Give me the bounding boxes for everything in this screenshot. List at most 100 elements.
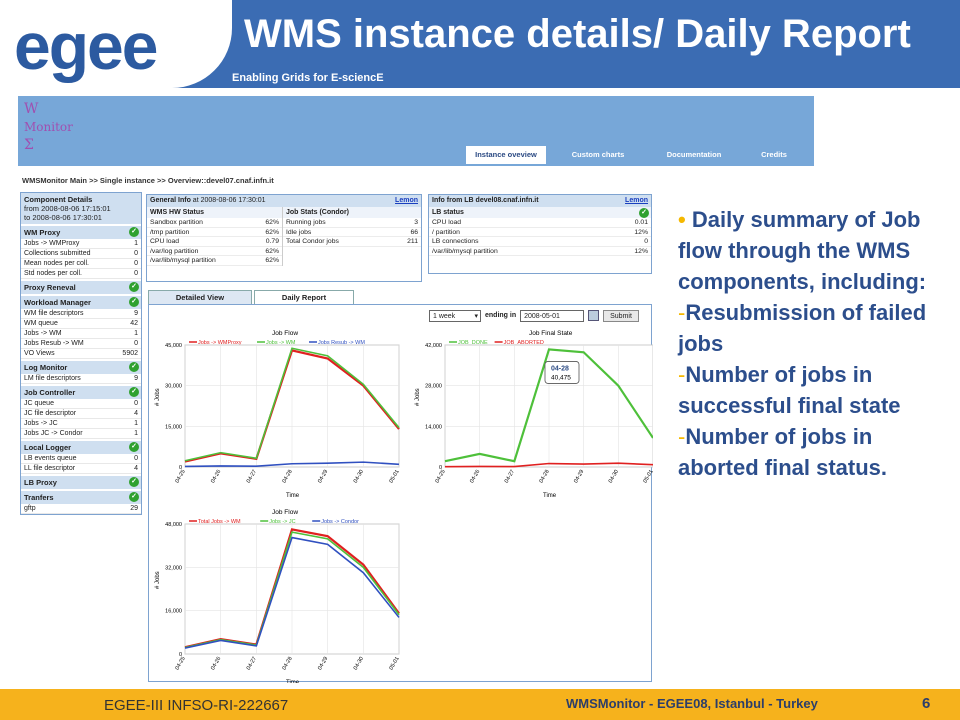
y-tick-label: 0 bbox=[179, 652, 182, 658]
y-tick-label: 32,000 bbox=[165, 565, 182, 571]
y-axis-label: # Jobs bbox=[415, 388, 421, 406]
series-line bbox=[184, 531, 400, 649]
component-section: Workload Manager ✓ WM file descriptors 9 WM … bbox=[21, 294, 141, 359]
component-row-label: LM file descriptors bbox=[24, 375, 81, 382]
legend-label: JOB_ABORTED bbox=[504, 340, 544, 346]
wms-hw-status-title: WMS HW Status bbox=[147, 207, 282, 218]
info-value: 62% bbox=[265, 247, 279, 255]
lemon-link[interactable]: Lemon bbox=[395, 197, 418, 204]
legend-label: Jobs -> Condor bbox=[321, 519, 359, 525]
component-row-value: 0 bbox=[134, 270, 138, 277]
component-row-value: 1 bbox=[134, 420, 138, 427]
component-row-value: 9 bbox=[134, 375, 138, 382]
nav-custom-charts[interactable]: Custom charts bbox=[571, 150, 625, 159]
component-row-label: LL file descriptor bbox=[24, 465, 76, 472]
component-row: LL file descriptor 4 bbox=[21, 464, 141, 474]
breadcrumb[interactable]: WMSMonitor Main >> Single instance >> Ov… bbox=[22, 176, 274, 185]
footer-event: WMSMonitor - EGEE08, Istanbul - Turkey bbox=[566, 696, 818, 711]
component-section-header: LB Proxy ✓ bbox=[21, 476, 141, 489]
info-value: 62% bbox=[265, 228, 279, 236]
component-row-value: 9 bbox=[134, 310, 138, 317]
component-row: LM file descriptors 9 bbox=[21, 374, 141, 384]
check-icon: ✓ bbox=[129, 297, 139, 307]
component-row-label: VO Views bbox=[24, 350, 55, 357]
check-icon: ✓ bbox=[129, 387, 139, 397]
x-tick-label: 04-27 bbox=[246, 656, 258, 671]
x-tick-label: 04-29 bbox=[573, 469, 585, 484]
component-row-label: Mean nodes per coll. bbox=[24, 260, 89, 267]
lb-status-title: LB status bbox=[432, 209, 464, 216]
lb-info-header: Info from LB devel08.cnaf.infn.it Lemon bbox=[429, 195, 651, 207]
period-select[interactable]: 1 week ▾ bbox=[429, 309, 481, 322]
component-details-title: Component Details bbox=[24, 195, 93, 204]
x-tick-label: 04-29 bbox=[317, 469, 329, 484]
info-value: 0.79 bbox=[265, 238, 279, 245]
component-row-value: 1 bbox=[134, 430, 138, 437]
nav-credits[interactable]: Credits bbox=[761, 150, 787, 159]
chart-title: Job Flow bbox=[272, 330, 298, 337]
component-row-label: WM queue bbox=[24, 320, 58, 327]
series-line bbox=[184, 347, 400, 462]
y-axis-label: # Jobs bbox=[155, 388, 161, 406]
component-row-label: Collections submitted bbox=[24, 250, 91, 257]
bullet-item: -Number of jobs in aborted final status. bbox=[678, 421, 948, 483]
x-tick-label: 04-25 bbox=[174, 656, 186, 671]
y-tick-label: 48,000 bbox=[165, 522, 182, 528]
component-section-header: Job Controller ✓ bbox=[21, 386, 141, 399]
info-row: CPU load 0.79 bbox=[147, 237, 282, 247]
component-row: Std nodes per coll. 0 bbox=[21, 269, 141, 279]
chart-title: Job Final State bbox=[529, 330, 573, 337]
x-tick-label: 04-25 bbox=[434, 469, 446, 484]
x-tick-label: 04-28 bbox=[281, 469, 293, 484]
info-row: /tmp partition 62% bbox=[147, 228, 282, 237]
component-row-label: Jobs -> WMProxy bbox=[24, 240, 80, 247]
info-row: Total Condor jobs 211 bbox=[283, 237, 421, 247]
component-row-value: 4 bbox=[134, 410, 138, 417]
tab-daily-report[interactable]: Daily Report bbox=[254, 290, 354, 304]
check-icon: ✓ bbox=[129, 227, 139, 237]
info-row: /var/log partition 62% bbox=[147, 247, 282, 256]
daily-report-content: 1 week ▾ ending in 2008-05-01 Submit Job … bbox=[148, 304, 653, 683]
x-tick-label: 04-27 bbox=[504, 469, 516, 484]
info-row: Sandbox partition 62% bbox=[147, 218, 282, 228]
check-icon: ✓ bbox=[129, 477, 139, 487]
submit-button[interactable]: Submit bbox=[603, 309, 639, 322]
bullet-item-text: Resubmission of failed jobs bbox=[678, 300, 927, 356]
component-section-header: WM Proxy ✓ bbox=[21, 226, 141, 239]
component-section-header: Tranfers ✓ bbox=[21, 491, 141, 504]
tooltip-value: 40,475 bbox=[551, 374, 571, 381]
lb-lemon-link[interactable]: Lemon bbox=[625, 197, 648, 204]
component-row-value: 0 bbox=[134, 250, 138, 257]
component-section-header: Local Logger ✓ bbox=[21, 441, 141, 454]
egee-logo: egee bbox=[14, 9, 158, 83]
component-details-panel: Component Details from 2008-08-06 17:15:… bbox=[20, 192, 142, 515]
component-row: Jobs Resub -> WM 0 bbox=[21, 339, 141, 349]
x-tick-label: 04-26 bbox=[210, 656, 222, 671]
tab-detailed-view[interactable]: Detailed View bbox=[148, 290, 252, 304]
ending-date-input[interactable]: 2008-05-01 bbox=[520, 309, 585, 322]
info-value: 0.01 bbox=[634, 219, 648, 226]
nav-instance-overview[interactable]: Instance oveview bbox=[466, 146, 546, 164]
calendar-icon[interactable] bbox=[588, 310, 600, 321]
component-row-label: Jobs JC -> Condor bbox=[24, 430, 83, 437]
x-tick-label: 04-30 bbox=[353, 656, 365, 671]
tooltip-label: 04-28 bbox=[551, 365, 569, 372]
component-row-value: 1 bbox=[134, 240, 138, 247]
y-tick-label: 0 bbox=[179, 465, 182, 471]
slide-title: WMS instance details/ Daily Report bbox=[244, 12, 911, 56]
component-row-value: 29 bbox=[130, 505, 138, 512]
component-row-value: 0 bbox=[134, 455, 138, 462]
chevron-down-icon: ▾ bbox=[474, 312, 478, 320]
legend-label: Jobs Resub -> WM bbox=[318, 340, 365, 346]
info-value: 0 bbox=[644, 238, 648, 245]
series-line bbox=[184, 536, 400, 649]
y-tick-label: 28,000 bbox=[425, 384, 442, 390]
legend-label: JOB_DONE bbox=[458, 340, 488, 346]
bullet-main-text: Daily summary of Job flow through the WM… bbox=[678, 207, 927, 294]
nav-documentation[interactable]: Documentation bbox=[666, 150, 722, 159]
wmsmonitor-screenshot: W Monitor Σ Instance oveview Custom char… bbox=[18, 96, 814, 688]
info-label: Idle jobs bbox=[286, 228, 312, 236]
series-line bbox=[444, 462, 653, 468]
component-row-label: Jobs -> JC bbox=[24, 420, 58, 427]
info-label: /var/lib/mysql partition bbox=[150, 257, 216, 264]
